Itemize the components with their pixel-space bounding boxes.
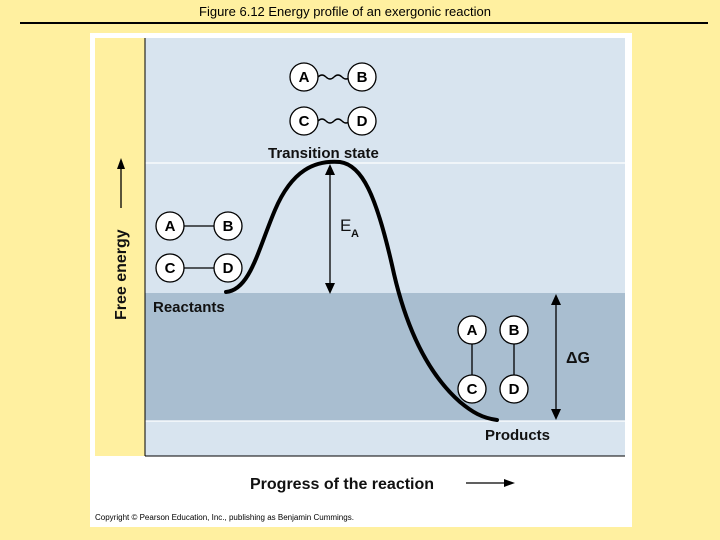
reactant-molecule-a <box>155 211 185 241</box>
lower-energy-band <box>145 293 625 421</box>
transition-state-label: Transition state <box>268 145 379 162</box>
transition-state-molecules <box>289 62 377 136</box>
reactant-label-a: A <box>165 218 176 235</box>
wavy-bond-cd <box>317 118 351 124</box>
delta-g-label: ΔG <box>566 350 590 367</box>
reactant-molecule-c <box>155 253 185 283</box>
y-axis-arrowhead <box>117 158 125 169</box>
delta-g-arrowhead-bottom <box>551 409 561 420</box>
reactant-label-d: D <box>223 260 234 277</box>
delta-g-arrowhead-top <box>551 294 561 305</box>
left-margin-strip <box>95 38 145 456</box>
products-label: Products <box>485 427 550 444</box>
reactant-label-c: C <box>165 260 176 277</box>
copyright-notice: Copyright © Pearson Education, Inc., pub… <box>95 513 354 522</box>
bottom-energy-band <box>145 421 625 456</box>
product-molecule-d <box>499 374 529 404</box>
ts-label-b: B <box>357 69 368 86</box>
ts-label-d: D <box>357 113 368 130</box>
reactant-molecules <box>155 211 243 283</box>
wavy-bond-ab <box>317 74 351 80</box>
product-label-c: C <box>467 381 478 398</box>
ts-molecule-d <box>347 106 377 136</box>
title-underline <box>20 22 708 24</box>
product-molecule-a <box>457 315 487 345</box>
upper-energy-band <box>145 38 625 293</box>
reactant-label-b: B <box>223 218 234 235</box>
ts-label-c: C <box>299 113 310 130</box>
product-label-a: A <box>467 322 478 339</box>
reactant-molecule-d <box>213 253 243 283</box>
figure-title: Figure 6.12 Energy profile of an exergon… <box>199 4 491 19</box>
y-axis-label: Free energy <box>113 229 130 320</box>
product-molecule-b <box>499 315 529 345</box>
product-molecules <box>457 315 529 404</box>
product-label-b: B <box>509 322 520 339</box>
activation-arrowhead-top <box>325 164 335 175</box>
ts-label-a: A <box>299 69 310 86</box>
ts-molecule-a <box>289 62 319 92</box>
product-molecule-c <box>457 374 487 404</box>
reactants-label: Reactants <box>153 299 225 316</box>
activation-arrowhead-bottom <box>325 283 335 294</box>
x-axis-arrowhead <box>504 479 515 487</box>
energy-curve <box>224 159 499 422</box>
activation-energy-label: E <box>340 216 351 235</box>
x-axis-label: Progress of the reaction <box>250 476 434 493</box>
product-label-d: D <box>509 381 520 398</box>
ts-molecule-c <box>289 106 319 136</box>
reactant-molecule-b <box>213 211 243 241</box>
ts-molecule-b <box>347 62 377 92</box>
activation-energy-subscript: A <box>351 228 359 240</box>
